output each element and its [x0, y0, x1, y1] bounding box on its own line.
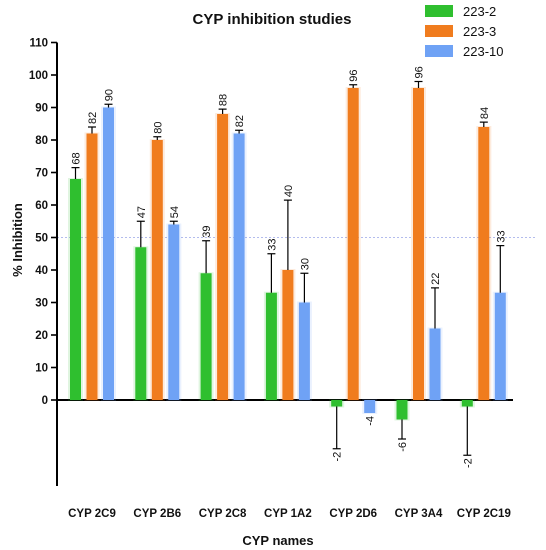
x-tick-label: CYP 1A2	[264, 508, 312, 520]
legend-label: 223-2	[463, 4, 496, 19]
y-tick-label: 110	[29, 38, 48, 50]
bar-223-3-CYP-1A2	[282, 270, 294, 400]
data-label: -4	[365, 416, 377, 426]
y-tick-label: 60	[35, 200, 48, 212]
data-label: -6	[397, 442, 409, 452]
y-axis-title: % Inhibition	[10, 203, 25, 277]
y-tick-label: 100	[29, 70, 48, 82]
data-label: 82	[234, 115, 246, 127]
data-label: 39	[201, 226, 213, 238]
bar-223-10-CYP-2C9	[103, 107, 114, 400]
data-label: 88	[218, 94, 230, 106]
bar-223-3-CYP-2D6	[347, 88, 359, 400]
bar-223-2-CYP-2C19	[461, 400, 473, 407]
data-label: 22	[430, 273, 442, 285]
chart-title: CYP inhibition studies	[193, 11, 352, 28]
legend-label: 223-3	[463, 24, 496, 39]
bar-223-3-CYP-3A4	[413, 88, 424, 400]
legend-label: 223-10	[463, 44, 503, 59]
data-label: -2	[332, 452, 344, 462]
bar-223-10-CYP-2D6	[364, 400, 376, 413]
legend: 223-2 223-3 223-10	[425, 4, 503, 59]
x-tick-label: CYP 2C9	[68, 508, 116, 520]
data-label: 96	[414, 66, 426, 78]
y-tick-label: 70	[35, 168, 48, 180]
data-label: 80	[152, 122, 164, 134]
bar-223-10-CYP-2B6	[168, 224, 180, 400]
data-label: 84	[479, 107, 491, 119]
legend-swatch	[425, 45, 453, 57]
y-tick-label: 10	[35, 363, 48, 375]
bar-223-3-CYP-2B6	[151, 140, 163, 400]
data-label: 68	[71, 152, 83, 164]
legend-swatch	[425, 5, 453, 17]
y-tick-label: 50	[35, 233, 48, 245]
legend-swatch	[425, 25, 453, 37]
bar-223-2-CYP-1A2	[265, 292, 277, 400]
bar-223-10-CYP-1A2	[298, 302, 310, 400]
y-tick-label: 30	[35, 298, 48, 310]
x-axis-title: CYP names	[242, 533, 313, 548]
bar-223-2-CYP-2D6	[331, 400, 343, 407]
bar-223-10-CYP-3A4	[429, 328, 441, 400]
y-tick-label: 80	[35, 135, 48, 147]
bar-223-3-CYP-2C19	[478, 127, 490, 400]
x-tick-label: CYP 2D6	[329, 508, 377, 520]
data-label: 33	[495, 230, 507, 242]
bar-223-10-CYP-2C19	[494, 292, 506, 400]
bar-223-2-CYP-2C9	[70, 179, 81, 400]
bar-223-2-CYP-3A4	[396, 400, 408, 420]
data-label: 96	[348, 70, 360, 82]
data-label: 90	[104, 89, 116, 101]
x-tick-label: CYP 2C19	[457, 508, 511, 520]
bar-223-3-CYP-2C9	[86, 133, 98, 400]
data-label: 82	[87, 112, 99, 124]
x-tick-label: CYP 3A4	[395, 508, 443, 520]
bar-223-10-CYP-2C8	[233, 133, 245, 400]
y-tick-label: 90	[35, 103, 48, 115]
data-label: 54	[169, 206, 181, 218]
data-label: 40	[283, 185, 295, 197]
y-tick-label: 20	[35, 330, 48, 342]
y-tick-label: 40	[35, 265, 48, 277]
bar-223-2-CYP-2C8	[200, 273, 212, 400]
x-tick-label: CYP 2B6	[133, 508, 181, 520]
data-label: 30	[299, 258, 311, 270]
data-label: 47	[136, 206, 148, 218]
bar-223-3-CYP-2C8	[217, 114, 229, 400]
x-tick-label: CYP 2C8	[199, 508, 247, 520]
data-label: 33	[266, 239, 278, 251]
y-tick-label: 0	[42, 395, 48, 407]
plot-area: 0 10 20 30 40 50 60 70 80 90 100 110 68 82 90 CYP 2C9 47…	[29, 38, 536, 520]
data-label: -2	[462, 458, 474, 468]
bar-223-2-CYP-2B6	[135, 247, 147, 400]
